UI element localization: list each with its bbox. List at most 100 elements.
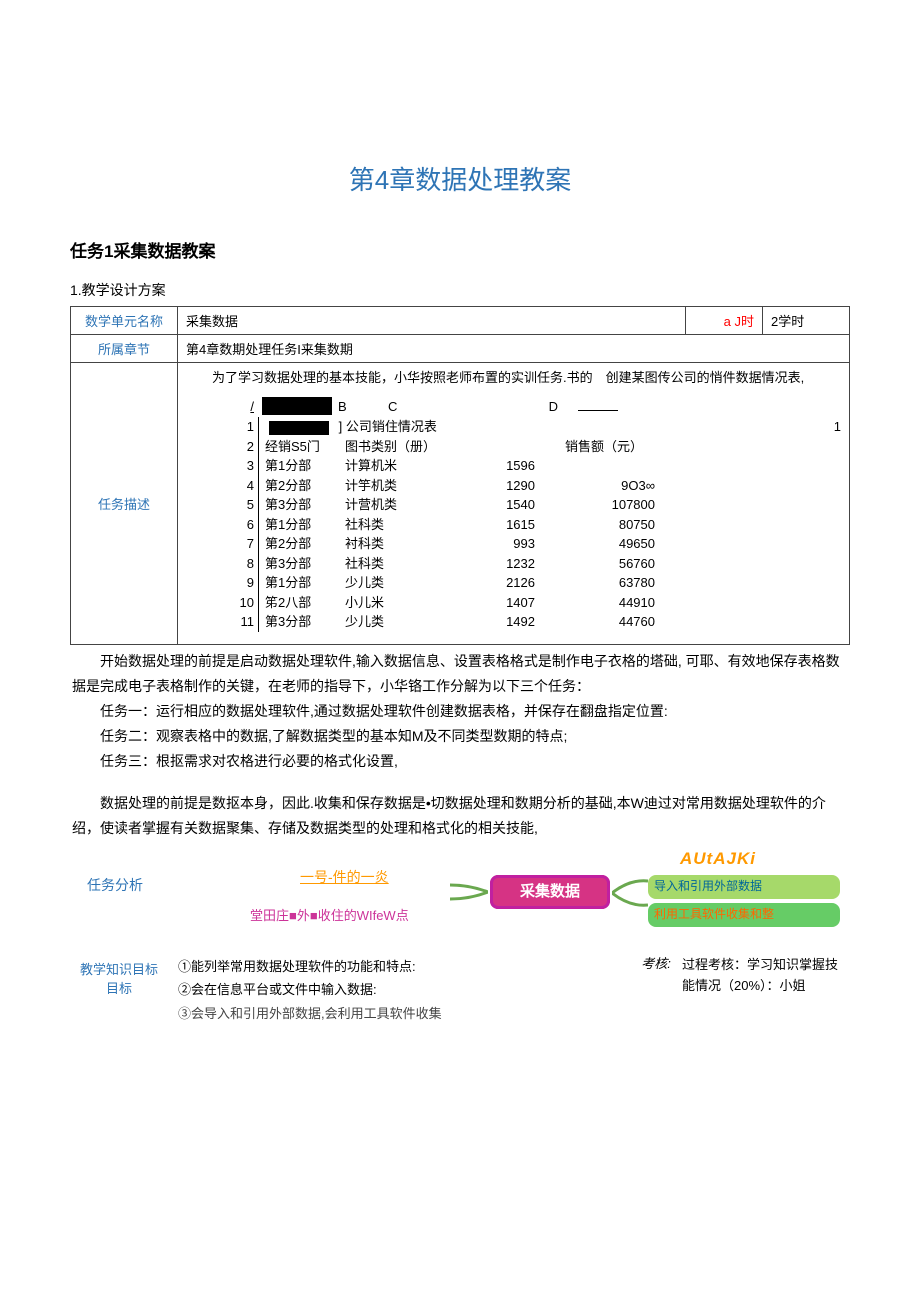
mindmap-branch-right1: 导入和引用外部数据 bbox=[648, 875, 840, 899]
class-hours-label: a J时 bbox=[686, 307, 763, 335]
chapter-value: 第4章数期处理任务I来集数期 bbox=[178, 335, 850, 363]
goal-item-2: ②会在信息平台或文件中输入数据: bbox=[178, 978, 628, 1001]
table-row: 5第3分部计营机类1540107800 bbox=[226, 495, 841, 515]
para-summary: 数据处理的前提是数抠本身，因此.收集和保存数据是•切数据处理和数期分析的基础,本… bbox=[72, 791, 848, 841]
spreadsheet-preview: / B C D 1 ] 公司销住情况表 1 bbox=[226, 397, 841, 632]
cell-rownum: 10 bbox=[226, 593, 259, 613]
cell-qty: 1290 bbox=[455, 476, 565, 496]
unit-name-value: 采集数据 bbox=[178, 307, 686, 335]
cell-qty: 1615 bbox=[455, 515, 565, 535]
goal-items: ①能列举常用数据处理软件的功能和特点: ②会在信息平台或文件中输入数据: ③会导… bbox=[168, 949, 638, 1026]
task-desc-intro: 为了学习数据处理的基本技能，小华按照老师布置的实训任务.书的 创建某图传公司的悄… bbox=[186, 367, 841, 389]
col-d: D bbox=[488, 399, 558, 414]
cell-dept: 第3分部 bbox=[259, 554, 345, 574]
cell-dept: 第1分部 bbox=[259, 515, 345, 535]
goal-item-1: ①能列举常用数据处理软件的功能和特点: bbox=[178, 955, 628, 978]
cell-rownum: 8 bbox=[226, 554, 259, 574]
cell-category: 计算机米 bbox=[345, 456, 455, 476]
cell-dept: 第3分部 bbox=[259, 495, 345, 515]
task-1: 任务一：运行相应的数据处理软件,通过数据处理软件创建数据表格，并保存在翻盘指定位… bbox=[72, 699, 848, 724]
cell-category: 少儿类 bbox=[345, 573, 455, 593]
section-1-label: 1.教学设计方案 bbox=[70, 280, 850, 300]
table-row: 11第3分部少儿类149244760 bbox=[226, 612, 841, 632]
table-row: 6第1分部社科类161580750 bbox=[226, 515, 841, 535]
cell-category: 社科类 bbox=[345, 515, 455, 535]
task-desc-label: 任务描述 bbox=[71, 363, 178, 645]
cell-sales: 56760 bbox=[565, 554, 655, 574]
blackbox-icon bbox=[269, 421, 329, 435]
cell-category: 社科类 bbox=[345, 554, 455, 574]
class-hours-value: 2学时 bbox=[763, 307, 850, 335]
lesson-plan-table: 数学单元名称 采集数据 a J时 2学时 所属章节 第4章数期处理任务I来集数期… bbox=[70, 306, 850, 645]
chapter-label: 所属章节 bbox=[71, 335, 178, 363]
assessment-value: 过程考核：学习知识掌握技能情况（20%）：小姐 bbox=[674, 949, 850, 1026]
blackbox-icon bbox=[262, 397, 332, 415]
task-3: 任务三：根抠需求对农格进行必要的格式化设置, bbox=[72, 749, 848, 774]
mindmap-branch-left1: 一号-件的一炎 bbox=[300, 867, 389, 887]
cell-dept: 第2分部 bbox=[259, 476, 345, 496]
top-line-icon bbox=[578, 410, 618, 411]
cell-sales: 107800 bbox=[565, 495, 655, 515]
connector-icon bbox=[612, 879, 648, 907]
cell-dept: 笫2八部 bbox=[259, 593, 345, 613]
cell-qty: 993 bbox=[455, 534, 565, 554]
mindmap-center-node: 采集数据 bbox=[490, 875, 610, 909]
table-row: 7第2分部衬科类99349650 bbox=[226, 534, 841, 554]
table-row: 3第1分部计算机米1596 bbox=[226, 456, 841, 476]
table-row: 9第1分部少儿类212663780 bbox=[226, 573, 841, 593]
cell-qty: 1407 bbox=[455, 593, 565, 613]
connector-icon bbox=[450, 883, 488, 901]
cell-rownum: 3 bbox=[226, 456, 259, 476]
mindmap-branch-right2: 利用工具软件收集和整 bbox=[648, 903, 840, 927]
cell-rownum: 11 bbox=[226, 612, 259, 632]
cell-rownum: 2 bbox=[226, 437, 259, 457]
cell-category: 少儿类 bbox=[345, 612, 455, 632]
cell-rownum: 6 bbox=[226, 515, 259, 535]
cell-category: 衬科类 bbox=[345, 534, 455, 554]
mindmap-diagram: AUtAJKi 一号-件的一炎 堂田庄■外■收住的WIfeW点 采集数据 导入和… bbox=[160, 861, 850, 941]
cell-rownum: 5 bbox=[226, 495, 259, 515]
table-row: 10笫2八部小儿米140744910 bbox=[226, 593, 841, 613]
cell-category: 计营机类 bbox=[345, 495, 455, 515]
cell-d1: 1 bbox=[751, 417, 841, 437]
mindmap-branch-top: AUtAJKi bbox=[680, 849, 756, 869]
task-2: 任务二：观察表格中的数据,了解数据类型的基本知M及不同类型数期的特点; bbox=[72, 724, 848, 749]
table-row: 4第2分部计竽机类12909O3∞ bbox=[226, 476, 841, 496]
cell-category: 计竽机类 bbox=[345, 476, 455, 496]
slash-glyph: / bbox=[250, 399, 254, 414]
cell-rownum: 9 bbox=[226, 573, 259, 593]
page-title: 第4章数据处理教案 bbox=[70, 160, 850, 197]
col-c: C bbox=[388, 399, 488, 414]
unit-name-label: 数学单元名称 bbox=[71, 307, 178, 335]
task-subtitle: 任务1采集数据教案 bbox=[70, 237, 850, 262]
cell-category: 小儿米 bbox=[345, 593, 455, 613]
task-analysis-label: 任务分析 bbox=[70, 851, 160, 895]
cell-sales: 80750 bbox=[565, 515, 655, 535]
cell-sales: 44910 bbox=[565, 593, 655, 613]
cell-dept: 第2分部 bbox=[259, 534, 345, 554]
cell-rownum: 1 bbox=[226, 417, 259, 437]
para-intro: 开始数据处理的前提是启动数据处理软件,输入数据信息、设置表格格式是制作电子衣格的… bbox=[72, 649, 848, 699]
mindmap-branch-left2: 堂田庄■外■收住的WIfeW点 bbox=[250, 905, 409, 924]
cell-sales: 44760 bbox=[565, 612, 655, 632]
cell-dept: 第1分部 bbox=[259, 456, 345, 476]
cell-sales: 9O3∞ bbox=[565, 476, 655, 496]
col-b: B bbox=[338, 399, 388, 414]
task-breakdown: 开始数据处理的前提是启动数据处理软件,输入数据信息、设置表格格式是制作电子衣格的… bbox=[70, 645, 850, 845]
goal-item-3: ③会导入和引用外部数据,会利用工具软件收集 bbox=[178, 1002, 628, 1020]
cell-hdr-d: 销售额（元） bbox=[565, 437, 655, 457]
assessment-label: 考核: bbox=[638, 949, 674, 1026]
cell-rownum: 4 bbox=[226, 476, 259, 496]
cell-hdr-a: 经销S5门 bbox=[259, 437, 345, 457]
cell-qty: 1596 bbox=[455, 456, 565, 476]
cell-rownum: 7 bbox=[226, 534, 259, 554]
cell-sales: 49650 bbox=[565, 534, 655, 554]
cell-hdr-b: 图书类别（册） bbox=[345, 437, 455, 457]
cell-qty: 1492 bbox=[455, 612, 565, 632]
table-row: 8第3分部社科类123256760 bbox=[226, 554, 841, 574]
cell-sales: 63780 bbox=[565, 573, 655, 593]
sheet-title: ] 公司销住情况表 bbox=[339, 419, 437, 434]
cell-qty: 1540 bbox=[455, 495, 565, 515]
cell-dept: 第1分部 bbox=[259, 573, 345, 593]
cell-qty: 2126 bbox=[455, 573, 565, 593]
